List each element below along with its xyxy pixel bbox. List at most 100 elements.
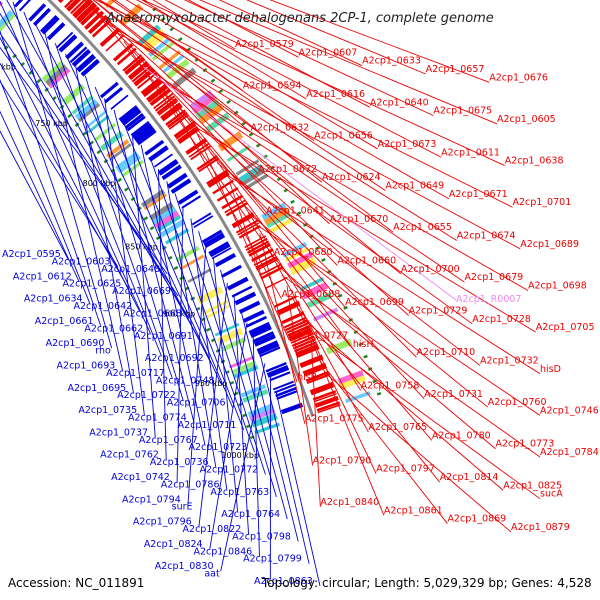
leader-line: [187, 243, 207, 505]
leader-line: [176, 205, 184, 482]
gene-label: A2cp1_0611: [441, 147, 500, 158]
leader-line: [270, 253, 433, 441]
leader-line: [136, 0, 442, 158]
forward-class-feature: [339, 375, 366, 390]
leader-line: [229, 182, 298, 383]
forward-feature: [281, 311, 305, 325]
gene-label: A2cp1_0655: [393, 222, 452, 233]
gene-label: A2cp1_0624: [322, 172, 381, 183]
reverse-feature: [130, 120, 151, 138]
reverse-feature: [161, 164, 182, 181]
leader-line: [291, 296, 377, 474]
leader-line: [0, 0, 151, 334]
leader-line: [281, 274, 541, 458]
leader-line: [258, 349, 310, 564]
reverse-feature: [126, 115, 146, 132]
gene-label: A2cp1_0700: [401, 264, 460, 275]
reverse-feature: [65, 41, 84, 60]
reverse-feature: [167, 172, 188, 189]
gene-label: A2cp1_0879: [511, 522, 570, 533]
forward-feature: [303, 365, 328, 377]
leader-line: [146, 67, 465, 283]
forward-feature: [131, 65, 152, 83]
reverse-class-feature: [93, 122, 117, 142]
forward-feature: [64, 0, 74, 9]
kbp-label: 1000 kbp: [221, 451, 259, 460]
gene-label: A2cp1_0699: [345, 297, 404, 308]
leader-line: [190, 218, 228, 490]
reverse-feature: [245, 315, 268, 328]
reverse-feature: [276, 390, 298, 400]
gene-label: A2cp1_0735: [78, 405, 137, 416]
leader-line: [6, 0, 201, 341]
leader-line: [269, 0, 490, 83]
gene-label: A2cp1_0797: [376, 464, 435, 475]
reverse-class-feature: [203, 299, 229, 315]
reverse-feature: [272, 380, 295, 391]
leader-line: [44, 32, 123, 371]
gene-label: A2cp1_0698: [528, 281, 587, 292]
reverse-class-feature: [251, 413, 278, 428]
kbp-label: 950 kbp: [195, 379, 228, 388]
gene-label: A2cp1_0642: [73, 301, 132, 312]
reverse-feature: [56, 31, 74, 49]
forward-feature: [237, 222, 259, 236]
forward-class-feature: [165, 58, 190, 80]
forward-feature: [292, 338, 316, 350]
forward-feature: [235, 219, 258, 234]
forward-feature: [315, 398, 339, 408]
reverse-feature: [203, 232, 225, 247]
forward-feature: [306, 373, 330, 385]
kbp-label: 900 kbp: [163, 310, 196, 319]
reverse-feature: [238, 300, 261, 314]
reverse-feature: [134, 126, 156, 144]
tick-dot: [67, 113, 72, 119]
gene-label: A2cp1_0689: [520, 239, 579, 250]
forward-class-feature: [158, 50, 182, 70]
leader-line: [190, 123, 536, 333]
forward-class-feature: [337, 370, 365, 386]
reverse-feature: [221, 264, 242, 278]
reverse-feature: [69, 46, 88, 64]
forward-feature: [260, 266, 283, 280]
tick-dot: [248, 132, 254, 137]
leader-line: [203, 142, 354, 350]
reverse-feature: [99, 81, 119, 99]
gene-label: A2cp1_0693: [57, 360, 116, 371]
gene-label: A2cp1_0616: [306, 89, 365, 100]
tick-dot: [173, 265, 179, 271]
forward-class-feature: [235, 159, 260, 176]
forward-feature: [135, 70, 155, 87]
leader-line: [218, 0, 363, 67]
forward-feature: [160, 102, 182, 120]
leader-line: [212, 256, 239, 512]
leader-line: [95, 0, 513, 208]
leader-line: [310, 339, 321, 508]
reverse-class-feature: [229, 355, 255, 369]
leader-line: [0, 36, 140, 312]
leader-line: [34, 21, 212, 364]
reverse-feature: [14, 0, 24, 8]
reverse-feature: [144, 139, 165, 156]
leader-line: [125, 0, 378, 150]
forward-feature: [91, 19, 112, 38]
gene-label: A2cp1_0640: [370, 97, 429, 108]
tick-dot: [332, 281, 338, 286]
gene-label: A2cp1_0717: [106, 368, 165, 379]
gene-label: A2cp1_0840: [320, 497, 379, 508]
leader-line: [54, 43, 173, 379]
forward-feature: [225, 202, 248, 217]
forward-feature: [99, 27, 121, 47]
reverse-feature: [157, 158, 179, 175]
reverse-feature: [110, 94, 129, 110]
gene-label: A2cp1_0660: [337, 256, 396, 267]
reverse-feature: [132, 123, 153, 140]
forward-feature: [302, 362, 327, 375]
leader-line: [75, 64, 134, 393]
kbp-label: 700 kbp: [0, 63, 16, 72]
reverse-feature: [42, 17, 60, 35]
gene-label: A2cp1_0758: [361, 380, 420, 391]
forward-feature: [285, 319, 308, 332]
gene-label: A2cp1_0731: [424, 389, 483, 400]
leader-line: [141, 0, 307, 100]
